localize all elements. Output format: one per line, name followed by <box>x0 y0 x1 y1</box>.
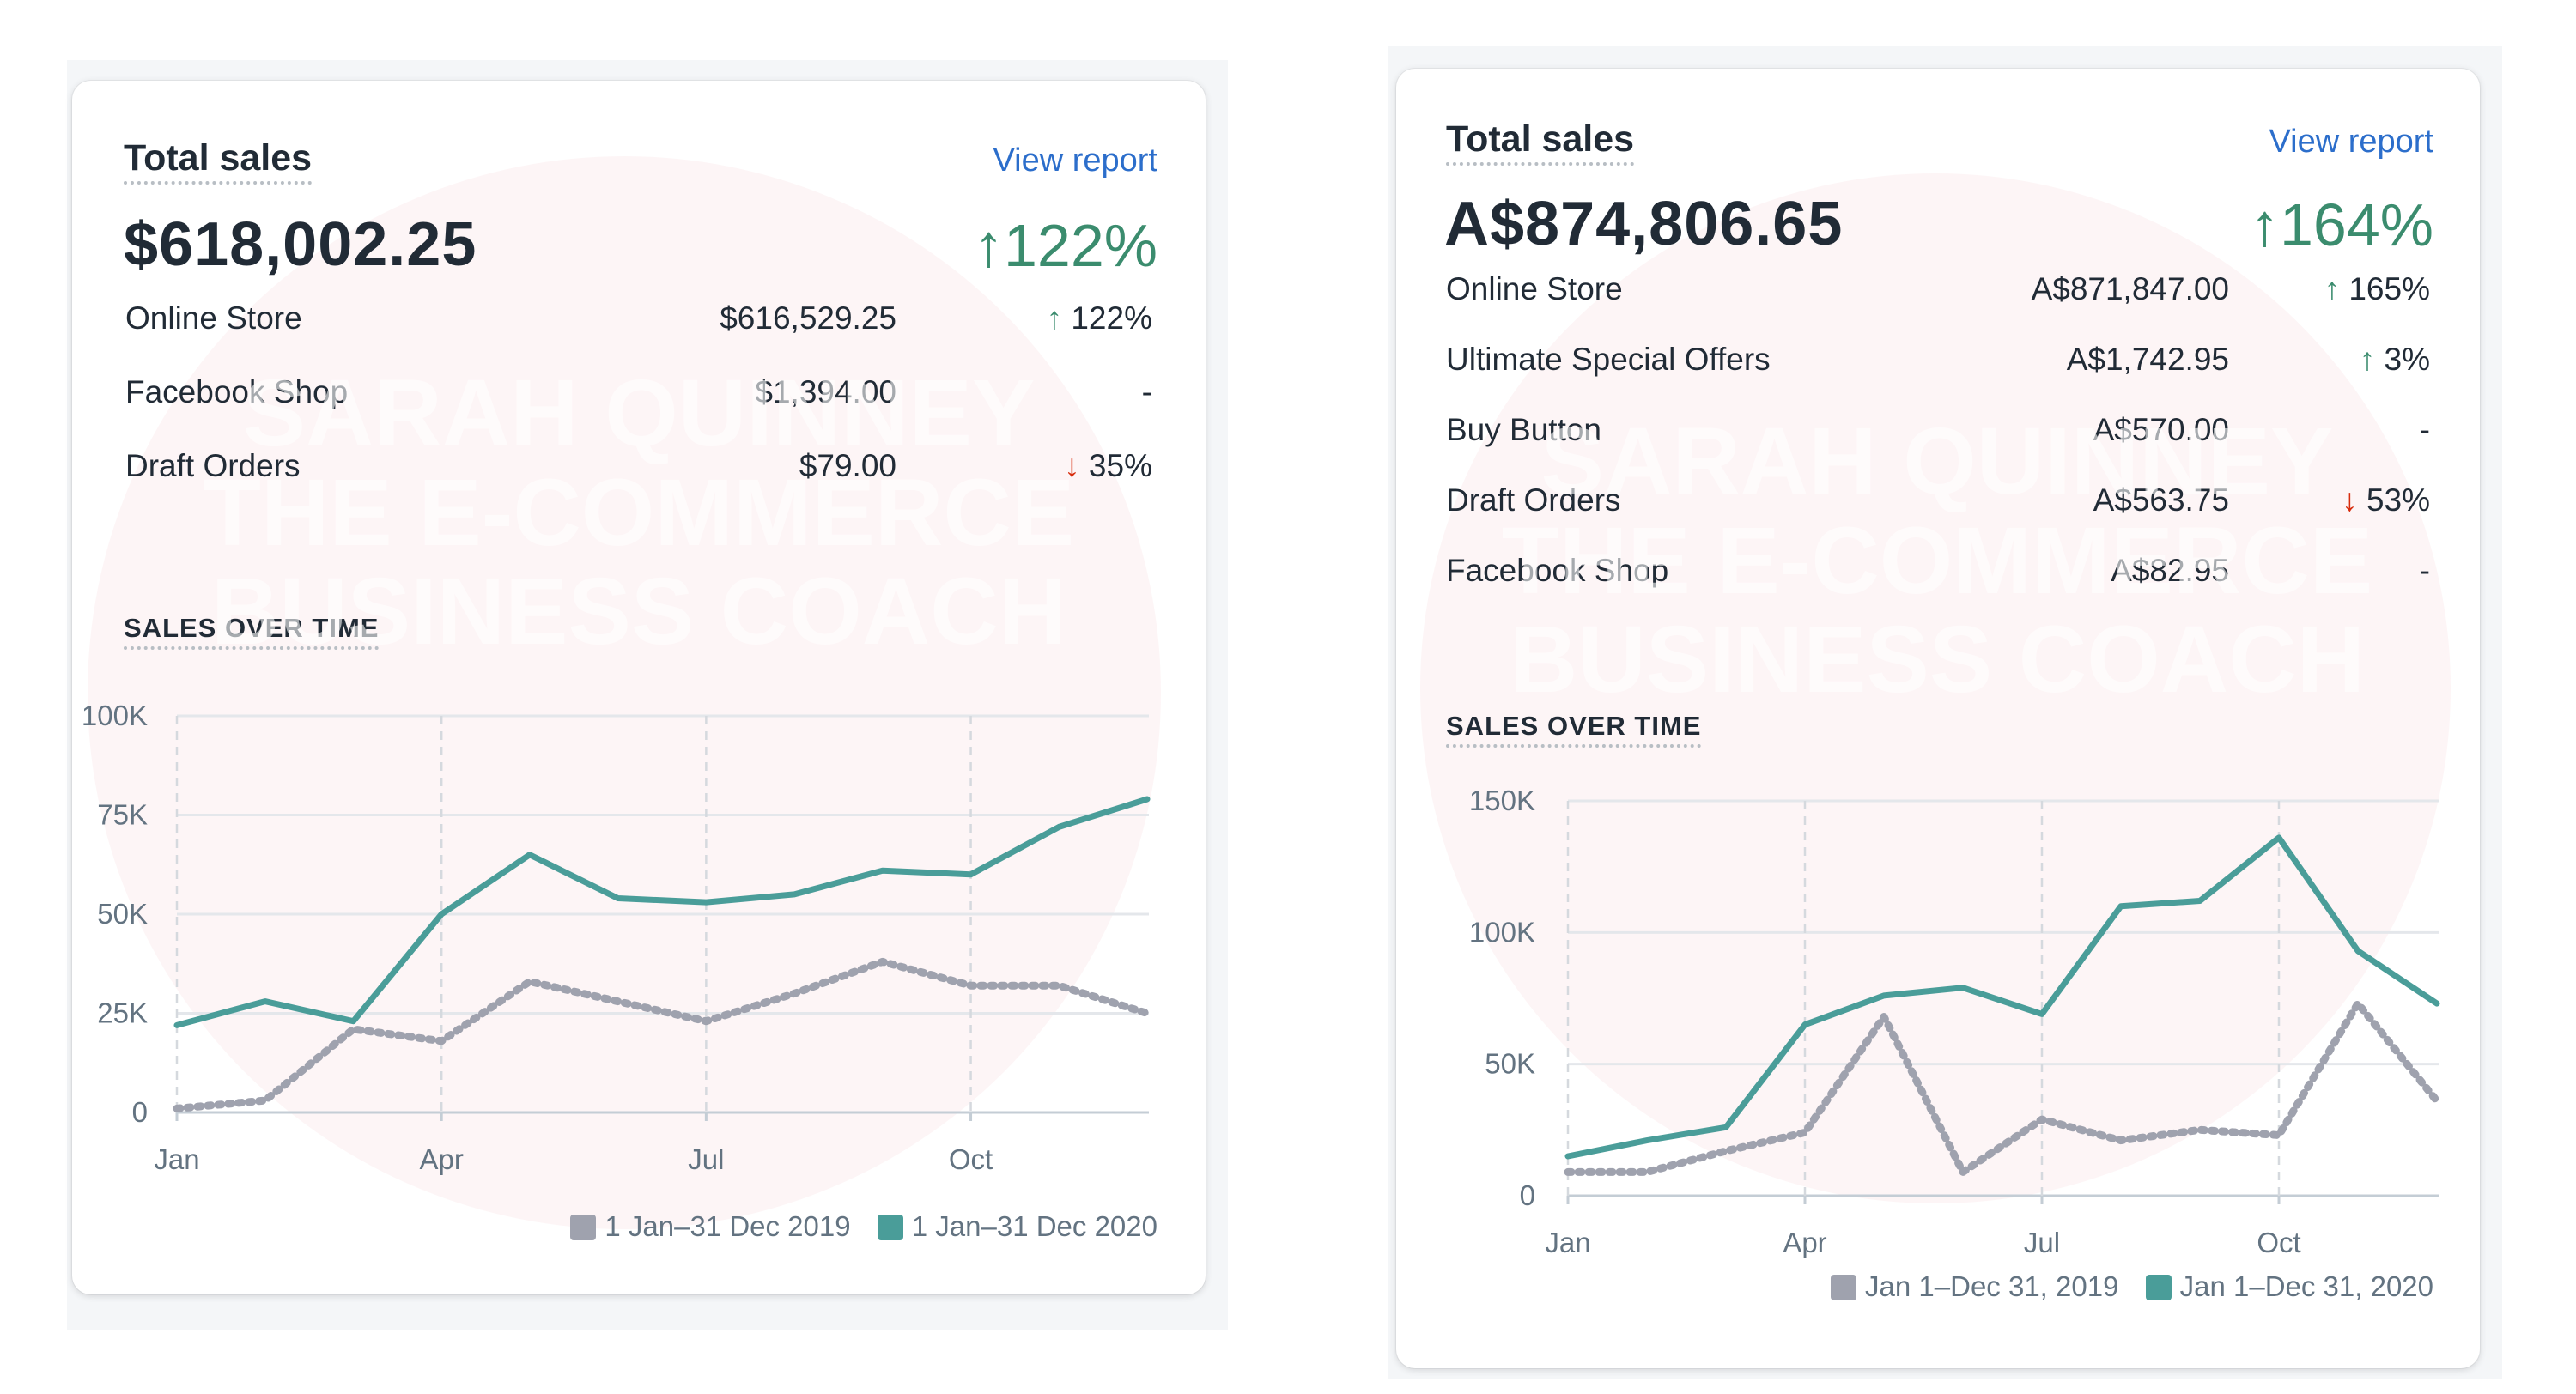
channel-change: ↑ 122% <box>1046 300 1152 336</box>
x-tick-label: Jan <box>154 1143 199 1175</box>
watermark-circle <box>88 156 1161 1229</box>
sales-over-time-heading: SALES OVER TIME <box>124 613 380 650</box>
sales-over-time-chart: 0 50K 100K 150K Jan Apr Jul Oct <box>1469 785 2441 1258</box>
card-title: Total sales <box>124 137 313 185</box>
watermark-line: SARAH QUINNEY <box>1540 409 2334 514</box>
x-tick-label: Apr <box>1783 1227 1826 1258</box>
channel-value: A$82.95 <box>2111 553 2229 588</box>
total-sales-value: $618,002.25 <box>124 210 477 279</box>
channel-value: A$563.75 <box>2093 482 2229 518</box>
y-tick-label: 25K <box>97 997 148 1029</box>
growth-percentage: ↑122% <box>973 212 1157 279</box>
y-tick-label: 100K <box>82 700 148 731</box>
series-line-previous-year <box>173 957 1151 1112</box>
chart-legend: Jan 1–Dec 31, 2019 Jan 1–Dec 31, 2020 <box>1812 1270 2433 1303</box>
legend-label-2019: Jan 1–Dec 31, 2019 <box>1865 1270 2119 1302</box>
legend-swatch-2020 <box>2145 1275 2172 1300</box>
view-report-link[interactable]: View report <box>993 142 1157 179</box>
channel-name: Online Store <box>1446 271 1623 306</box>
channel-name: Facebook Shop <box>125 374 349 409</box>
y-tick-label: 50K <box>1485 1048 1535 1080</box>
channel-change: ↓ 35% <box>1064 448 1152 483</box>
y-tick-label: 75K <box>97 799 148 831</box>
x-tick-label: Apr <box>420 1143 464 1175</box>
arrow-up-icon: ↑ <box>2324 271 2341 306</box>
arrow-up-icon: ↑ <box>1046 300 1063 336</box>
channel-change: ↓ 53% <box>2342 482 2430 518</box>
y-tick-label: 100K <box>1469 916 1535 948</box>
chart-legend: 1 Jan–31 Dec 2019 1 Jan–31 Dec 2020 <box>551 1210 1157 1243</box>
y-tick-label: 0 <box>132 1096 148 1128</box>
watermark-circle <box>1420 173 2451 1203</box>
legend-label-2019: 1 Jan–31 Dec 2019 <box>605 1210 851 1242</box>
sales-over-time-chart: 0 25K 50K 75K 100K Jan Apr Jul Oct <box>82 700 1151 1175</box>
series-line-current-year <box>1564 834 2440 1160</box>
legend-swatch-2020 <box>877 1215 903 1240</box>
channel-change: ↑ 3% <box>2359 342 2430 377</box>
arrow-down-icon: ↓ <box>1064 448 1080 483</box>
channel-name: Facebook Shop <box>1446 553 1669 588</box>
x-tick-label: Jul <box>2024 1227 2060 1258</box>
channel-value: $616,529.25 <box>720 300 896 336</box>
legend-item-2020: 1 Jan–31 Dec 2020 <box>877 1210 1157 1242</box>
channel-value: A$1,742.95 <box>2066 342 2229 377</box>
channel-value: $1,394.00 <box>755 374 896 409</box>
channel-change: - <box>2419 553 2430 588</box>
legend-swatch-2019 <box>570 1215 597 1240</box>
series-line-previous-year <box>1564 999 2441 1176</box>
y-tick-label: 150K <box>1469 785 1535 816</box>
left-total-sales-card: Total sales View report $618,002.25 ↑122… <box>72 81 1206 1294</box>
y-tick-label: 50K <box>97 898 148 930</box>
channel-name: Online Store <box>125 300 302 336</box>
watermark-text: SARAH QUINNEY THE E-COMMERCE BUSINESS CO… <box>175 364 1103 662</box>
watermark-line: BUSINESS COACH <box>1509 607 2366 712</box>
legend-label-2020: 1 Jan–31 Dec 2020 <box>911 1210 1157 1242</box>
right-total-sales-card: Total sales View report A$874,806.65 ↑16… <box>1396 69 2480 1368</box>
legend-item-2019: Jan 1–Dec 31, 2019 <box>1831 1270 2118 1302</box>
watermark-line: SARAH QUINNEY <box>242 361 1036 466</box>
x-tick-label: Oct <box>949 1143 993 1175</box>
watermark-line: THE E-COMMERCE <box>1501 507 2373 614</box>
sales-over-time-heading: SALES OVER TIME <box>1446 711 1702 748</box>
channel-name: Buy Button <box>1446 412 1602 447</box>
total-sales-value: A$874,806.65 <box>1444 190 1844 258</box>
legend-item-2019: 1 Jan–31 Dec 2019 <box>570 1210 851 1242</box>
channel-change: ↑ 165% <box>2324 271 2430 306</box>
channel-change: - <box>1141 374 1152 409</box>
x-tick-label: Jul <box>688 1143 724 1175</box>
channel-change: - <box>2419 412 2430 447</box>
channel-value: A$570.00 <box>2093 412 2229 447</box>
x-tick-label: Jan <box>1545 1227 1590 1258</box>
y-tick-label: 0 <box>1520 1179 1535 1211</box>
card-title: Total sales <box>1446 118 1635 166</box>
watermark-text: SARAH QUINNEY THE E-COMMERCE BUSINESS CO… <box>1473 412 2401 710</box>
x-tick-label: Oct <box>2257 1227 2300 1258</box>
legend-label-2020: Jan 1–Dec 31, 2020 <box>2179 1270 2433 1302</box>
channel-value: A$871,847.00 <box>2031 271 2229 306</box>
channel-name: Draft Orders <box>1446 482 1621 518</box>
growth-percentage: ↑164% <box>2249 191 2433 258</box>
watermark-line: BUSINESS COACH <box>210 559 1067 664</box>
legend-item-2020: Jan 1–Dec 31, 2020 <box>2145 1270 2433 1302</box>
watermark-line: THE E-COMMERCE <box>203 459 1075 566</box>
channel-name: Draft Orders <box>125 448 301 483</box>
channel-value: $79.00 <box>799 448 896 483</box>
channel-name: Ultimate Special Offers <box>1446 342 1771 377</box>
legend-swatch-2019 <box>1831 1275 1857 1300</box>
series-line-current-year <box>173 796 1151 1028</box>
view-report-link[interactable]: View report <box>2269 124 2433 160</box>
arrow-down-icon: ↓ <box>2342 482 2358 518</box>
arrow-up-icon: ↑ <box>2359 342 2376 377</box>
